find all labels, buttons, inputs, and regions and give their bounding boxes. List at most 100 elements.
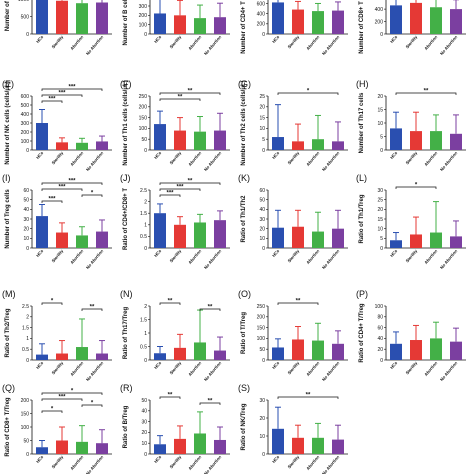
panel-1: Number of T cells050010001500HCsSterilit… — [5, 0, 112, 56]
panel-label: (M) — [2, 289, 16, 299]
y-tick-label: 20 — [377, 347, 383, 353]
category-label: No Abortion — [203, 150, 223, 172]
y-axis-label: Number of Th2 cells (cells/μL) — [241, 80, 247, 165]
y-tick-label: 100 — [257, 336, 266, 342]
bar-sterility — [174, 438, 186, 454]
y-tick-label: 10 — [141, 441, 147, 447]
panel-label: (H) — [356, 79, 369, 89]
y-tick-label: 1 — [144, 223, 147, 229]
y-axis-label: Number of T cells — [5, 0, 11, 31]
panel-16: (P) Ratio of CD4+ T/Treg 0 20 40 60 80 100 HCs St… — [356, 289, 466, 382]
panel-13: (M) Ratio of Th2/Treg 0 0.5 1 1.5 2 2.5 HCs Steri… — [2, 289, 112, 382]
category-label: HCs — [271, 454, 281, 464]
category-label: No Abortion — [439, 248, 459, 270]
y-tick-label: 0 — [262, 246, 265, 252]
bar-sterility — [410, 131, 422, 150]
y-tick-label: 100 — [139, 22, 148, 28]
panel-label: (N) — [120, 289, 133, 299]
y-axis-label: Ratio of NK/Treg — [241, 403, 247, 450]
category-label: HCs — [35, 454, 45, 464]
category-label: Abortion — [423, 34, 438, 51]
bar-hcs — [36, 447, 48, 454]
y-tick-label: 15 — [377, 217, 383, 223]
y-tick-label: 10 — [377, 226, 383, 232]
y-axis-label: Ratio of CD8+ T/Treg — [5, 397, 11, 457]
bar-no-abortion — [214, 439, 226, 454]
category-label: Abortion — [187, 360, 202, 377]
category-label: HCs — [153, 34, 163, 44]
category-label: Abortion — [305, 360, 320, 377]
significance-label: ** — [208, 305, 213, 311]
y-tick-label: 0 — [144, 246, 147, 252]
y-tick-label: 400 — [375, 7, 384, 13]
category-label: HCs — [271, 150, 281, 160]
bar-no-abortion — [96, 141, 108, 150]
bar-no-abortion — [450, 341, 462, 360]
bar-sterility — [56, 0, 68, 34]
bar-hcs — [390, 343, 402, 360]
significance-bracket — [81, 404, 103, 407]
significance-label: * — [51, 299, 54, 305]
y-tick-label: 0 — [144, 452, 147, 458]
panel-12: (L) Ratio of Th1/Treg 0 5 10 15 20 25 30 HCs Steri… — [356, 173, 466, 270]
category-label: HCs — [153, 454, 163, 464]
significance-bracket — [41, 188, 83, 191]
y-tick-label: 1.5 — [22, 325, 29, 331]
y-tick-label: 200 — [257, 22, 266, 28]
bar-hcs — [390, 128, 402, 150]
significance-bracket — [159, 302, 181, 305]
category-label: No Abortion — [439, 360, 459, 382]
category-label: No Abortion — [439, 150, 459, 172]
category-label: Sterility — [51, 150, 65, 165]
y-tick-label: 0.5 — [140, 234, 147, 240]
category-label: Sterility — [169, 34, 183, 49]
bar-abortion — [312, 437, 324, 454]
bar-no-abortion — [96, 231, 108, 248]
significance-bracket — [41, 410, 63, 413]
y-tick-label: 0.5 — [140, 344, 147, 350]
y-tick-label: 250 — [139, 94, 148, 100]
y-tick-label: 1 — [144, 331, 147, 337]
significance-bracket — [81, 194, 103, 197]
y-tick-label: 2 — [26, 315, 29, 321]
significance-label: *** — [48, 197, 56, 203]
bar-no-abortion — [450, 236, 462, 248]
y-tick-label: 25 — [259, 94, 265, 100]
y-tick-label: 1 — [26, 336, 29, 342]
significance-bracket — [199, 308, 221, 311]
bar-sterility — [56, 353, 68, 360]
y-axis-label: Ratio of B/Treg — [123, 405, 129, 448]
bar-sterility — [292, 141, 304, 150]
panel-3: Number of CD4+ T cells (cells/μL) 0 200 400… — [241, 0, 348, 56]
bar-abortion — [194, 131, 206, 150]
category-label: Sterility — [51, 34, 65, 49]
significance-label: ** — [188, 179, 193, 185]
y-tick-label: 0 — [26, 452, 29, 458]
y-tick-label: 20 — [259, 226, 265, 232]
y-tick-label: 0 — [26, 246, 29, 252]
y-tick-label: 300 — [139, 4, 148, 10]
category-label: Sterility — [287, 150, 301, 165]
category-label: Abortion — [305, 150, 320, 167]
y-tick-label: 0 — [262, 358, 265, 364]
y-tick-label: 20 — [377, 207, 383, 213]
y-axis-label: Number of B cells (cells/μL) — [123, 0, 129, 46]
y-tick-label: 150 — [139, 115, 148, 121]
significance-label: ** — [168, 299, 173, 305]
panel-5: (E)Number of NK cells (cells/μL) 0 100 200 3… — [2, 79, 112, 172]
y-tick-label: 600 — [21, 94, 30, 100]
bar-sterility — [292, 339, 304, 360]
bar-hcs — [154, 124, 166, 150]
bar-hcs — [154, 444, 166, 454]
panel-label: (O) — [238, 289, 251, 299]
category-label: HCs — [389, 150, 399, 160]
y-tick-label: 2.5 — [22, 304, 29, 310]
y-tick-label: 0.5 — [22, 347, 29, 353]
bar-hcs — [154, 13, 166, 34]
bar-no-abortion — [332, 439, 344, 454]
y-tick-label: 0 — [26, 358, 29, 364]
panel-10: (J) Ratio of CD4+/CD8+ T 0 0.5 1 1.5 2 2.5 HCs St… — [120, 173, 230, 270]
y-axis-label: Number of Th1 cells (cells/μL) — [123, 80, 129, 165]
y-tick-label: 500 — [21, 14, 30, 20]
bar-sterility — [410, 340, 422, 360]
